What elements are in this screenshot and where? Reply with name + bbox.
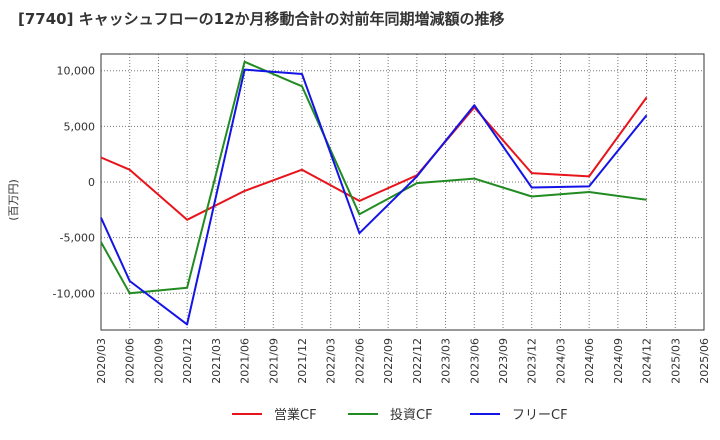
x-tick-label: 2023/03 [440, 338, 453, 384]
x-tick-label: 2023/06 [468, 338, 481, 384]
legend-label: 投資CF [390, 407, 433, 423]
x-tick-label: 2021/12 [296, 338, 309, 384]
x-tick-label: 2022/09 [382, 338, 395, 384]
legend-label: フリーCF [512, 408, 568, 423]
x-tick-label: 2024/03 [554, 338, 567, 384]
y-tick-label: 10,000 [57, 65, 96, 78]
x-tick-label: 2020/03 [95, 338, 108, 384]
x-tick-label: 2023/09 [497, 338, 510, 384]
x-tick-label: 2021/06 [239, 338, 252, 384]
series-line-2 [100, 60, 647, 295]
y-tick-label: 0 [88, 176, 95, 189]
x-tick-label: 2022/03 [325, 338, 338, 384]
series-line-1 [100, 96, 648, 221]
x-tick-label: 2020/12 [181, 338, 194, 384]
x-tick-label: 2025/03 [669, 338, 682, 384]
x-tick-label: 2022/12 [411, 338, 424, 384]
x-tick-label: 2025/06 [698, 338, 711, 384]
x-tick-label: 2020/06 [124, 338, 137, 384]
y-tick-label: -5,000 [60, 232, 95, 245]
y-axis-label: (百万円) [7, 179, 20, 221]
y-tick-label: -10,000 [53, 287, 95, 300]
x-tick-label: 2023/12 [526, 338, 539, 384]
plot-area-frame [100, 53, 705, 331]
legend-label: 営業CF [274, 407, 317, 423]
x-tick-label: 2024/06 [583, 338, 596, 384]
series-line-3 [100, 68, 648, 326]
x-tick-label: 2020/09 [152, 338, 165, 384]
x-tick-label: 2021/09 [267, 338, 280, 384]
chart-title: [7740] キャッシュフローの12か月移動合計の対前年同期増減額の推移 [18, 10, 505, 28]
x-tick-label: 2024/12 [641, 338, 654, 384]
x-tick-label: 2021/03 [210, 338, 223, 384]
y-tick-label: 5,000 [64, 120, 96, 133]
x-tick-label: 2024/09 [612, 338, 625, 384]
x-tick-label: 2022/06 [353, 338, 366, 384]
